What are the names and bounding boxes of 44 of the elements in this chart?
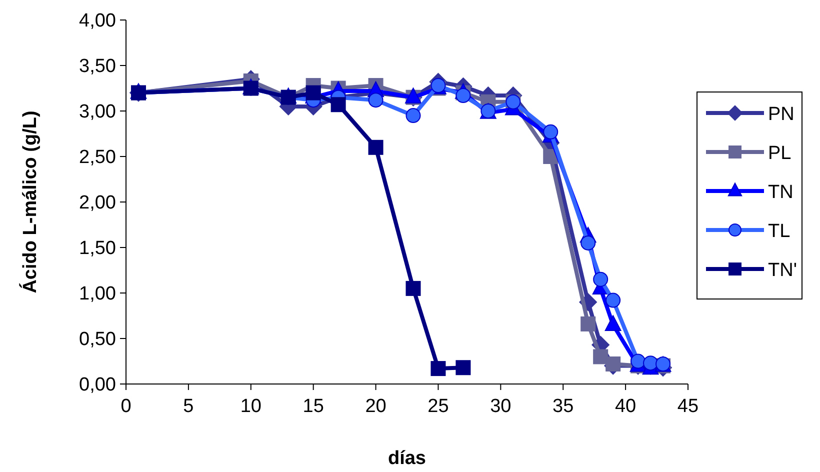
x-tick-label: 5	[183, 396, 194, 417]
legend-label: TN	[768, 182, 794, 203]
y-tick-label: 3,00	[79, 102, 116, 123]
point	[368, 92, 384, 108]
legend-label: TN'	[768, 260, 797, 281]
legend-label: PN	[768, 104, 794, 125]
point	[456, 88, 471, 104]
x-tick-label: 45	[677, 396, 699, 417]
point	[406, 280, 421, 296]
x-tick-label: 35	[552, 396, 574, 417]
x-tick-label: 40	[614, 396, 636, 417]
point	[606, 356, 621, 372]
point	[643, 356, 658, 371]
legend-label: PL	[768, 142, 792, 164]
x-tick-label: 30	[490, 396, 512, 417]
y-tick-label: 0,00	[79, 374, 116, 396]
point	[593, 272, 608, 287]
point	[580, 235, 596, 250]
y-tick-label: 2,50	[79, 147, 116, 168]
point	[543, 124, 558, 140]
point	[456, 360, 471, 376]
y-tick-label: 2,00	[79, 192, 116, 214]
point	[430, 361, 446, 376]
point	[368, 140, 384, 155]
y-tick-label: 1,00	[79, 284, 116, 305]
point	[593, 349, 608, 364]
y-tick-label: 3,50	[79, 56, 116, 78]
point	[630, 354, 646, 369]
x-tick-label: 25	[428, 396, 449, 417]
x-axis-title: días	[388, 448, 426, 469]
point	[306, 85, 321, 100]
point	[580, 316, 596, 332]
y-axis-title: Ácido L-málico (g/L)	[19, 110, 41, 294]
point	[406, 108, 421, 124]
point	[330, 97, 346, 112]
x-tick-label: 10	[240, 396, 262, 417]
point	[606, 292, 621, 308]
x-tick-label: 20	[365, 396, 386, 417]
x-tick-label: 0	[120, 396, 132, 417]
y-tick-label: 1,50	[79, 238, 116, 260]
x-tick-label: 15	[302, 396, 324, 417]
y-tick-label: 4,00	[79, 10, 116, 32]
legend-label: TL	[768, 220, 790, 242]
y-tick-label: 0,50	[79, 329, 116, 350]
